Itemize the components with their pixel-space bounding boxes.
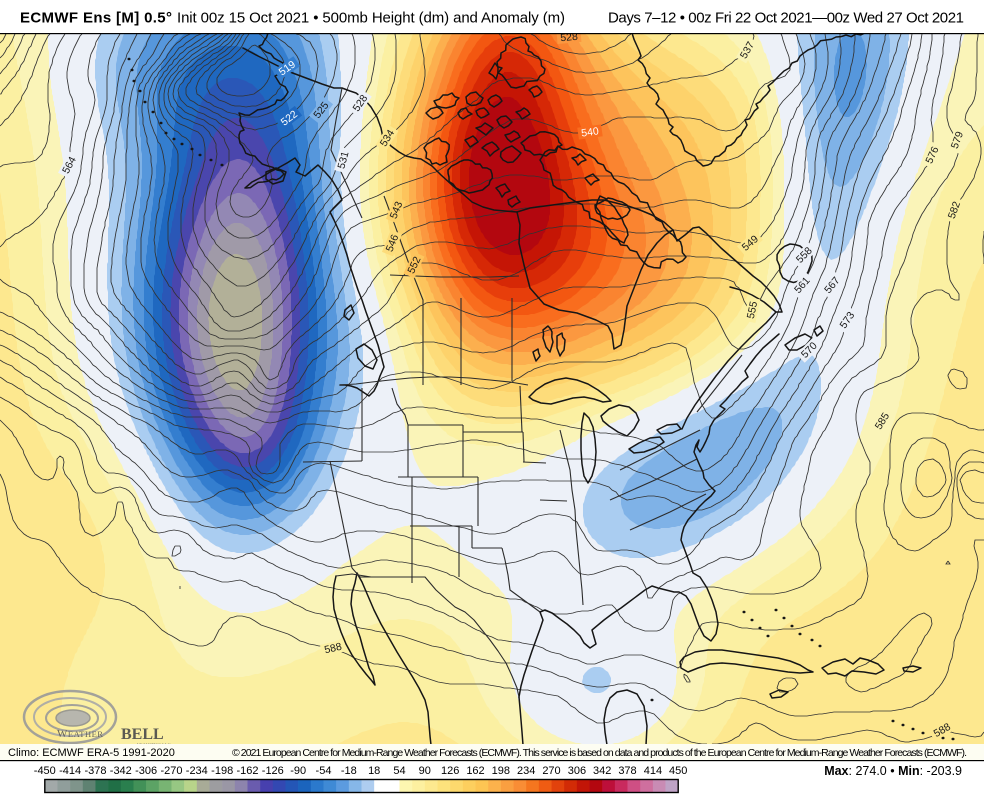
svg-text:ECMWF Ens [M] 0.5°: ECMWF Ens [M] 0.5°	[20, 10, 172, 27]
svg-text:-378: -378	[84, 765, 106, 777]
svg-text:-342: -342	[110, 765, 132, 777]
svg-text:Climo: ECMWF ERA-5 1991-2020: Climo: ECMWF ERA-5 1991-2020	[8, 747, 175, 759]
svg-text:WEATHER: WEATHER	[57, 728, 103, 740]
svg-text:© 2021 European Centre for Med: © 2021 European Centre for Medium-Range …	[232, 747, 967, 759]
svg-text:-450: -450	[34, 765, 56, 777]
svg-text:582: 582	[946, 200, 963, 221]
svg-text:-270: -270	[160, 765, 182, 777]
svg-text:234: 234	[517, 765, 535, 777]
svg-text:-198: -198	[211, 765, 233, 777]
svg-text:588: 588	[323, 641, 343, 657]
svg-text:270: 270	[542, 765, 560, 777]
svg-text:579: 579	[949, 130, 966, 151]
svg-text:Days 7–12 • 00z Fri 22 Oct 202: Days 7–12 • 00z Fri 22 Oct 2021—00z Wed …	[608, 10, 964, 27]
svg-text:198: 198	[492, 765, 510, 777]
svg-text:306: 306	[568, 765, 586, 777]
svg-text:-162: -162	[236, 765, 258, 777]
svg-text:162: 162	[466, 765, 484, 777]
svg-text:18: 18	[368, 765, 380, 777]
svg-text:54: 54	[393, 765, 405, 777]
svg-text:-414: -414	[59, 765, 81, 777]
svg-text:Init 00z 15 Oct 2021 • 500mb H: Init 00z 15 Oct 2021 • 500mb Height (dm)…	[177, 10, 565, 27]
svg-text:-234: -234	[186, 765, 208, 777]
svg-text:126: 126	[441, 765, 459, 777]
svg-text:414: 414	[644, 765, 662, 777]
svg-text:342: 342	[593, 765, 611, 777]
svg-text:555: 555	[745, 300, 760, 320]
svg-text:-306: -306	[135, 765, 157, 777]
svg-text:-126: -126	[262, 765, 284, 777]
svg-text:-90: -90	[290, 765, 306, 777]
svg-text:-54: -54	[316, 765, 332, 777]
svg-text:450: 450	[669, 765, 687, 777]
svg-text:90: 90	[419, 765, 431, 777]
svg-text:Max: 274.0 • Min: -203.9: Max: 274.0 • Min: -203.9	[824, 764, 962, 778]
svg-text:531: 531	[335, 150, 351, 170]
svg-text:BELL: BELL	[121, 726, 164, 743]
svg-text:-18: -18	[341, 765, 357, 777]
svg-text:540: 540	[581, 125, 600, 139]
svg-text:ANALYTICS LLC: ANALYTICS LLC	[136, 742, 171, 747]
svg-text:378: 378	[618, 765, 636, 777]
svg-text:528: 528	[560, 31, 579, 44]
